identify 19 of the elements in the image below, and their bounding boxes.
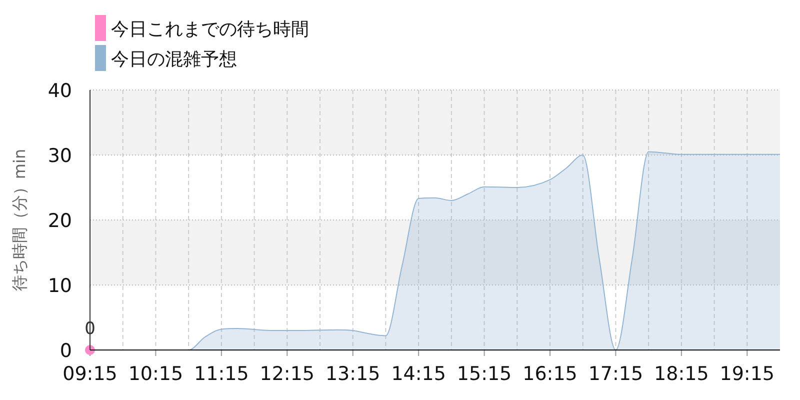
y-axis-title: 待ち時間（分）min — [10, 148, 29, 292]
y-tick-label: 20 — [48, 210, 72, 232]
y-tick-label: 30 — [48, 145, 72, 167]
x-tick-label: 13:15 — [325, 363, 380, 385]
x-tick-label: 11:15 — [194, 363, 249, 385]
y-tick-label: 0 — [60, 340, 72, 362]
x-tick-label: 12:15 — [260, 363, 315, 385]
legend-label: 今日の混雑予想 — [111, 49, 237, 70]
y-tick-label: 40 — [48, 80, 72, 102]
x-tick-label: 17:15 — [588, 363, 644, 385]
x-tick-label: 19:15 — [720, 363, 775, 385]
legend-label: 今日これまでの待ち時間 — [111, 19, 309, 40]
x-tick-label: 10:15 — [128, 363, 184, 385]
x-tick-label: 16:15 — [522, 363, 578, 385]
x-tick-label: 14:15 — [391, 363, 446, 385]
y-tick-label: 10 — [48, 275, 72, 297]
x-tick-label: 15:15 — [456, 363, 512, 385]
x-tick-label: 18:15 — [654, 363, 709, 385]
x-tick-label: 09:15 — [62, 363, 118, 385]
